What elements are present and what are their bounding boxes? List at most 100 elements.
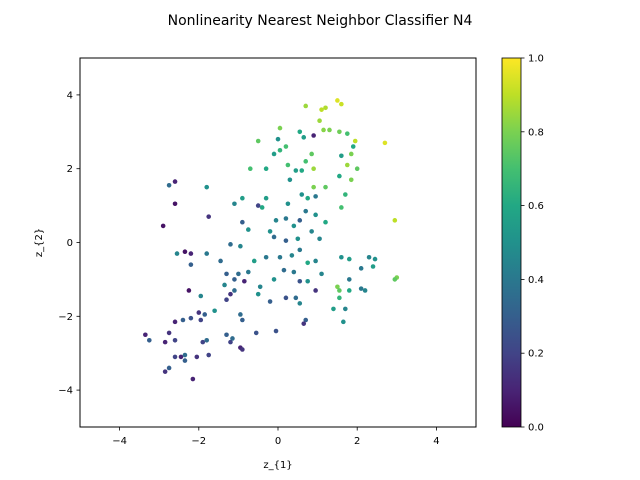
scatter-point bbox=[206, 352, 211, 358]
scatter-point bbox=[273, 328, 279, 334]
scatter-point bbox=[228, 242, 233, 247]
scatter-point bbox=[188, 315, 194, 321]
scatter-point bbox=[277, 147, 283, 153]
scatter-point bbox=[354, 166, 360, 171]
scatter-point bbox=[283, 238, 289, 243]
scatter-point bbox=[346, 277, 352, 282]
scatter-point bbox=[218, 258, 223, 264]
scatter-point bbox=[311, 166, 316, 171]
scatter-point bbox=[289, 253, 295, 258]
x-tick-label: 4 bbox=[433, 436, 439, 447]
scatter-point bbox=[166, 365, 172, 371]
scatter-point bbox=[305, 278, 311, 284]
scatter-point bbox=[242, 278, 247, 284]
scatter-point bbox=[255, 291, 261, 297]
scatter-point bbox=[166, 183, 172, 188]
scatter-point bbox=[172, 179, 178, 184]
scatter-point bbox=[188, 262, 194, 267]
scatter-point bbox=[277, 254, 283, 260]
scatter-point bbox=[346, 256, 352, 262]
scatter-point bbox=[366, 254, 372, 260]
scatter-point bbox=[162, 369, 168, 374]
scatter-point bbox=[370, 264, 376, 269]
x-tick-label: 0 bbox=[275, 436, 281, 447]
scatter-point bbox=[182, 352, 188, 358]
scatter-point bbox=[180, 317, 186, 323]
chart-title: Nonlinearity Nearest Neighbor Classifier… bbox=[168, 13, 473, 29]
scatter-point bbox=[382, 140, 388, 146]
scatter-point bbox=[337, 288, 342, 293]
scatter-point bbox=[224, 271, 229, 277]
scatter-point bbox=[259, 205, 265, 210]
scatter-point bbox=[313, 194, 318, 199]
scatter-point bbox=[283, 216, 289, 221]
y-tick-label: 2 bbox=[67, 164, 73, 175]
scatter-point bbox=[232, 201, 237, 207]
scatter-point bbox=[271, 234, 277, 240]
scatter-point bbox=[297, 247, 303, 253]
scatter-point bbox=[345, 131, 350, 136]
scatter-point bbox=[240, 317, 245, 323]
colorbar-tick-label: 0.0 bbox=[528, 423, 544, 434]
scatter-point bbox=[313, 288, 318, 293]
scatter-point bbox=[178, 354, 184, 360]
scatter-point bbox=[172, 337, 178, 343]
scatter-point bbox=[339, 254, 344, 260]
scatter-point bbox=[303, 103, 309, 109]
scatter-point bbox=[194, 354, 200, 360]
scatter-point bbox=[198, 293, 204, 299]
scatter-point bbox=[283, 295, 289, 301]
scatter-point bbox=[339, 153, 344, 159]
scatter-point bbox=[350, 144, 356, 149]
scatter-point bbox=[273, 218, 279, 223]
scatter-point bbox=[343, 306, 348, 312]
scatter-point bbox=[335, 98, 340, 103]
scatter-point bbox=[337, 295, 342, 301]
scatter-point bbox=[352, 138, 358, 144]
scatter-point bbox=[263, 195, 269, 201]
scatter-point bbox=[305, 260, 311, 266]
y-tick-label: −2 bbox=[58, 312, 73, 323]
scatter-point bbox=[323, 219, 328, 225]
scatter-point bbox=[188, 251, 194, 256]
scatter-point bbox=[246, 269, 251, 275]
scatter-point bbox=[224, 297, 229, 302]
scatter-point bbox=[240, 219, 245, 225]
scatter-point bbox=[303, 317, 309, 323]
scatter-point bbox=[232, 288, 237, 293]
scatter-point bbox=[190, 376, 196, 382]
scatter-point bbox=[299, 168, 305, 173]
scatter-point bbox=[172, 354, 178, 360]
scatter-point bbox=[238, 312, 243, 317]
scatter-point bbox=[372, 256, 378, 262]
scatter-point bbox=[160, 223, 166, 229]
scatter-point bbox=[182, 249, 188, 255]
scatter-point bbox=[271, 277, 277, 282]
scatter-point bbox=[313, 258, 318, 264]
scatter-point bbox=[240, 347, 245, 352]
scatter-point bbox=[311, 184, 316, 190]
scatter-point bbox=[337, 173, 342, 179]
scatter-point bbox=[224, 332, 229, 338]
x-tick-label: −2 bbox=[191, 436, 206, 447]
scatter-point bbox=[263, 166, 269, 171]
scatter-point bbox=[281, 267, 287, 273]
colorbar-tick-label: 0.2 bbox=[528, 349, 544, 360]
scatter-point bbox=[267, 229, 273, 234]
scatter-point bbox=[143, 332, 148, 338]
scatter-points bbox=[143, 98, 400, 382]
scatter-point bbox=[345, 162, 350, 168]
scatter-point bbox=[255, 138, 261, 144]
y-tick-label: 4 bbox=[67, 90, 73, 101]
scatter-point bbox=[321, 127, 326, 133]
scatter-point bbox=[295, 236, 301, 242]
scatter-point bbox=[147, 337, 152, 343]
scatter-point bbox=[303, 159, 309, 164]
scatter-point bbox=[319, 271, 324, 277]
scatter-point bbox=[392, 277, 398, 282]
scatter-point bbox=[297, 218, 303, 223]
scatter-point bbox=[285, 162, 291, 168]
scatter-point bbox=[267, 299, 273, 304]
scatter-point bbox=[317, 118, 322, 124]
